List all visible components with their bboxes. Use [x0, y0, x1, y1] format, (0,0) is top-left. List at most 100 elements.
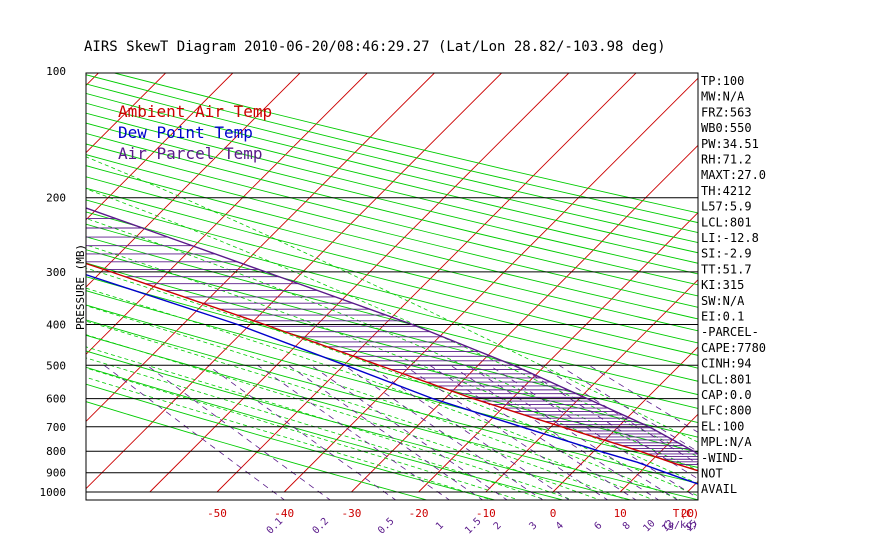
index-text: FRZ:563	[701, 105, 752, 119]
index-text: -PARCEL-	[701, 325, 759, 339]
dry-adiabat-line	[86, 154, 698, 308]
dry-adiabat-line	[86, 199, 698, 356]
pressure-tick-label: 400	[46, 318, 66, 331]
pressure-tick-label: 500	[46, 359, 66, 372]
mixing-ratio-line	[429, 364, 637, 500]
mixing-ratio-tick-label: 8	[621, 520, 633, 532]
isotherm-line	[619, 413, 698, 493]
index-text: TP:100	[701, 74, 744, 88]
dry-adiabat-line	[86, 165, 698, 320]
dry-adiabat-line	[86, 334, 698, 500]
plot-frame	[85, 72, 699, 501]
isotherm-line	[86, 73, 301, 288]
mixing-ratio-line	[467, 364, 679, 500]
index-text: CINH:94	[701, 357, 752, 371]
index-text: SI:-2.9	[701, 247, 752, 261]
isotherm-line	[149, 73, 570, 493]
mixing-ratio-tick-label: 0.2	[311, 516, 332, 537]
isotherm-line	[822, 73, 870, 492]
legend-entry: Ambient Air Temp	[118, 102, 272, 121]
moist-adiabat-line	[86, 287, 682, 500]
isotherm-line	[755, 73, 870, 492]
mixing-ratio-tick-label: 1	[434, 520, 446, 532]
mixing-ratio-line	[368, 364, 570, 500]
series-line-1	[86, 262, 698, 472]
series-line-3	[86, 207, 698, 455]
moist-adiabat-line	[86, 267, 698, 497]
dry-adiabat-line	[86, 112, 698, 264]
pressure-tick-label: 200	[46, 192, 66, 205]
chart-legend: Ambient Air Temp Dew Point Temp Air Parcel…	[118, 102, 272, 163]
moist-adiabat-line	[86, 244, 698, 484]
pressure-tick-label: 600	[46, 393, 66, 406]
mixing-ratio-line	[207, 364, 397, 500]
index-text: L57:5.9	[701, 200, 752, 214]
mixing-ratio-tick-label: 10	[641, 518, 657, 534]
isotherm-line	[216, 73, 637, 493]
index-text: EI:0.1	[701, 310, 744, 324]
index-text: WB0:550	[701, 121, 752, 135]
isotherm-line	[86, 73, 368, 355]
dry-adiabat-line	[86, 366, 565, 500]
y-axis-label: PRESSURE (MB)	[74, 244, 87, 330]
pressure-tick-label: 800	[46, 445, 66, 458]
dry-adiabat-line	[86, 223, 698, 382]
mixing-ratio-tick-label: 6	[592, 520, 604, 532]
index-text: LI:-12.8	[701, 231, 759, 245]
moist-adiabat-line	[86, 156, 698, 443]
cape-hatch-area	[86, 207, 698, 465]
mixing-ratio-unit-label: (g/kg)	[662, 520, 698, 531]
moist-adiabat-line	[86, 334, 601, 500]
mixing-ratio-line	[558, 364, 698, 453]
pressure-tick-label: 1000	[40, 486, 67, 499]
legend-entry: Dew Point Temp	[118, 123, 253, 142]
pressure-tick-label: 700	[46, 421, 66, 434]
index-text: LCL:801	[701, 372, 752, 386]
mixing-ratio-line	[588, 364, 698, 433]
temp-tick-label: -10	[476, 507, 496, 520]
mixing-ratio-tick-label: 4	[554, 520, 566, 532]
pressure-tick-label: 300	[46, 266, 66, 279]
isotherm-line	[86, 73, 234, 221]
index-text: LFC:800	[701, 404, 752, 418]
dry-adiabat-line	[86, 249, 698, 409]
moist-adiabat-line	[86, 188, 698, 458]
isotherm-line	[86, 73, 435, 423]
temp-tick-label: -50	[207, 507, 227, 520]
sounding-profiles	[86, 207, 698, 485]
index-text: MPL:N/A	[701, 435, 752, 449]
index-text: CAP:0.0	[701, 388, 752, 402]
dry-adiabat-line	[86, 236, 698, 396]
dry-adiabat-line	[86, 187, 698, 344]
index-text: MAXT:27.0	[701, 168, 766, 182]
index-text: PW:34.51	[701, 137, 759, 151]
index-text: KI:315	[701, 278, 744, 292]
index-text: -WIND-	[701, 451, 744, 465]
isotherm-line	[552, 346, 698, 493]
dry-adiabat-line	[86, 319, 698, 484]
mixing-ratio-line	[489, 364, 698, 499]
mixing-ratio-line	[257, 364, 451, 500]
series-line-2	[86, 273, 698, 485]
mixing-ratio-line	[146, 364, 331, 500]
mixing-ratio-tick-label: 0.5	[376, 516, 397, 537]
index-text: RH:71.2	[701, 153, 752, 167]
isotherm-line	[418, 211, 698, 493]
index-text: AVAIL	[701, 482, 737, 496]
isotherm-line	[351, 144, 698, 493]
dry-adiabat-line	[86, 143, 698, 297]
mixing-ratio-tick-label: 3	[528, 520, 540, 532]
dry-adiabat-line	[86, 304, 698, 468]
mixing-ratio-tick-label: 2	[492, 520, 504, 532]
index-text: CAPE:7780	[701, 341, 766, 355]
temp-tick-label: -30	[341, 507, 361, 520]
dry-adiabat-line	[86, 350, 633, 500]
dry-adiabat-line	[86, 122, 698, 275]
dry-adiabat-line	[86, 211, 698, 369]
moist-adiabat-line	[86, 218, 698, 471]
temp-tick-label: 0	[550, 507, 557, 520]
dry-adiabat-line	[86, 132, 698, 286]
dry-adiabat-line	[86, 102, 698, 254]
